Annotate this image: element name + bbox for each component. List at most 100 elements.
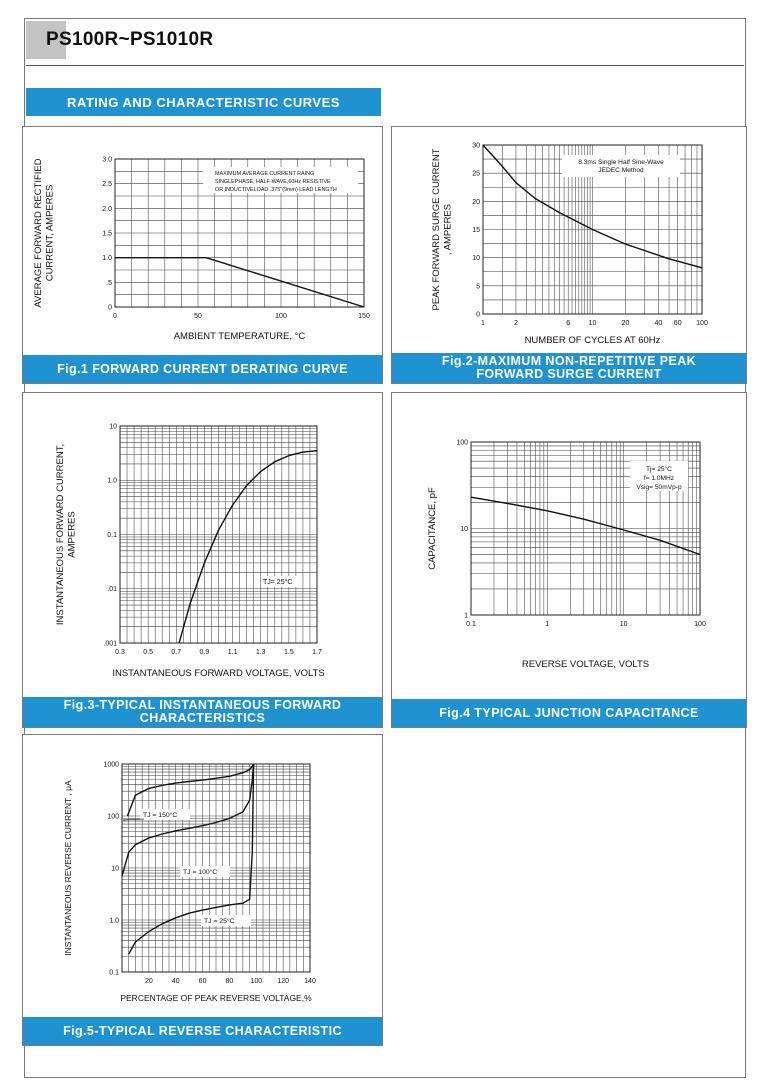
x-tick-label: 20	[622, 320, 630, 327]
series-line-1	[470, 496, 701, 556]
y-tick-label: 2.5	[102, 181, 112, 188]
plot-frame	[119, 425, 318, 644]
fig1-panel: 0 50 100 150 0 .5 1.0 1.5 2.0 2.5 3.0 AMBIENT TEMPE…	[22, 126, 383, 384]
x-tick-label: 60	[199, 978, 207, 985]
fig5-caption: Fig.5-TYPICAL REVERSE CHARACTERISTIC	[23, 1017, 382, 1045]
title-rule	[26, 65, 744, 66]
fig2-chart: 1 2 6 10 20 40 60 100 0 5 10 15 20 25 30 NUMBER OF CYCL…	[431, 142, 708, 346]
x-tick-label: 1.3	[256, 649, 266, 656]
y-tick-label: 0.1	[109, 969, 119, 976]
y-tick-label: 1.5	[102, 230, 112, 237]
x-tick-label: 100	[696, 320, 708, 327]
y-tick-label: 0	[476, 311, 480, 318]
y-tick-label: 100	[107, 813, 119, 820]
x-axis-label: PERCENTAGE OF PEAK REVERSE VOLTAGE,%	[120, 993, 312, 1003]
annotation-bg	[630, 461, 688, 491]
fig4-panel: 0.1 1 10 100 1 10 100 REVERSE VOLTAGE, VOLTS CAP…	[391, 392, 747, 728]
annotation-text: OR INDUCTIVELOAD .375"(9mm) LEAD LENGTH	[215, 187, 337, 193]
x-tick-label: 0	[113, 313, 117, 320]
series-line-1	[178, 450, 318, 644]
section-banner: RATING AND CHARACTERISTIC CURVES	[26, 88, 381, 116]
y-tick-label: 10	[460, 526, 468, 533]
x-tick-label: 1.7	[312, 649, 322, 656]
plot-frame	[482, 144, 703, 315]
y-axis-label: AVERAGE FORWARD RECTIFIED	[33, 158, 44, 307]
fig5-chart: 20 40 60 80 100 120 140 0.1 1.0 10 100 1000 PERCENTA…	[63, 761, 316, 1003]
x-tick-label: 1	[545, 621, 549, 628]
annotation-text: SINGLEPHASE, HALF-WAVE,60Hz RESISTIVE	[215, 179, 331, 185]
annotation-text: Tj= 25°C	[646, 465, 672, 473]
series-line-3	[128, 763, 255, 955]
y-tick-label: 30	[472, 142, 480, 149]
y-tick-label: .01	[107, 586, 117, 593]
series-label-bg	[140, 809, 190, 820]
annotation-bg	[562, 155, 680, 177]
annotation-text: Vsig= 50mVp-p	[636, 484, 682, 491]
y-tick-label: 10	[472, 255, 480, 262]
fig3-chart: 0.3 0.5 0.7 0.9 1.1 1.3 1.5 1.7 .001 .01 0.1 1.0 10 I…	[55, 423, 325, 679]
x-tick-label: 0.1	[466, 621, 476, 628]
x-tick-label: 1.1	[228, 649, 238, 656]
x-tick-label: 80	[226, 978, 234, 985]
annotation-bg	[203, 167, 358, 193]
fig5-panel: 20 40 60 80 100 120 140 0.1 1.0 10 100 1000 PERCENTA…	[22, 734, 383, 1046]
y-axis-label: INSTANTANEOUS FORWARD CURRENT,	[55, 444, 66, 625]
y-axis-label: CAPACITANCE, pF	[427, 487, 438, 570]
fig2-panel: 1 2 6 10 20 40 60 100 0 5 10 15 20 25 30 NUMBER OF CYCL…	[391, 126, 747, 384]
y-tick-label: 1.0	[102, 255, 112, 262]
y-axis-label: AMPERES	[67, 511, 78, 557]
fig3-panel: 0.3 0.5 0.7 0.9 1.1 1.3 1.5 1.7 .001 .01 0.1 1.0 10 I…	[22, 392, 383, 728]
y-tick-label: 25	[472, 171, 480, 178]
annotation-bg	[261, 576, 301, 587]
y-tick-label: .5	[106, 280, 112, 287]
annotation-text: TJ= 25°C	[263, 578, 292, 586]
annotation-text: JEDEC Method	[598, 167, 644, 174]
y-tick-label: 5	[476, 283, 480, 290]
y-axis-label: PEAK FORWARD SURGE CURRENT	[431, 148, 442, 310]
annotation-text: MAXIMUM AVERAGE CURRENT RAING	[215, 171, 314, 177]
series-label: TJ = 150°C	[143, 811, 177, 819]
page-title: PS100R~PS1010R	[46, 29, 214, 50]
y-tick-label: 3.0	[102, 156, 112, 163]
y-tick-label: 0.1	[107, 532, 117, 539]
x-tick-label: 50	[194, 313, 202, 320]
plot-frame	[121, 763, 311, 973]
y-axis-label: CURRENT, AMPERES	[45, 185, 56, 282]
x-tick-label: 6	[566, 320, 570, 327]
x-tick-label: 120	[277, 978, 289, 985]
series-label: TJ = 25°C	[204, 917, 235, 925]
y-tick-label: 20	[472, 199, 480, 206]
plot-frame	[470, 441, 701, 616]
x-tick-label: 20	[145, 978, 153, 985]
series-line-1	[126, 764, 255, 817]
title-block	[26, 21, 66, 59]
series-label-bg	[201, 915, 251, 926]
y-axis-label: INSTANTANEOUS REVERSE CURRENT , μA	[63, 780, 73, 956]
series-label-bg	[180, 866, 230, 877]
series-label-leader	[122, 818, 145, 821]
x-axis-label: REVERSE VOLTAGE, VOLTS	[522, 659, 649, 670]
x-tick-label: 1.5	[284, 649, 294, 656]
fig3-caption: Fig.3-TYPICAL INSTANTANEOUS FORWARD CHARA…	[23, 697, 382, 727]
annotation-text: 8.3ms Single Half Sine-Wave	[578, 159, 664, 166]
y-tick-label: 100	[456, 439, 468, 446]
x-tick-label: 60	[674, 320, 682, 327]
y-tick-label: 15	[472, 227, 480, 234]
x-tick-label: 40	[172, 978, 180, 985]
x-tick-label: 1	[481, 320, 485, 327]
y-axis-label: , AMPERES	[443, 204, 454, 255]
y-tick-label: 1.0	[109, 917, 119, 924]
x-tick-label: 100	[250, 978, 262, 985]
annotation-text: f= 1.0MHz	[644, 475, 674, 482]
x-tick-label: 10	[620, 621, 628, 628]
x-axis-label: NUMBER OF CYCLES AT 60Hz	[525, 335, 661, 346]
fig4-caption: Fig.4 TYPICAL JUNCTION CAPACITANCE	[392, 699, 746, 727]
y-tick-label: .001	[103, 640, 117, 647]
x-tick-label: 150	[358, 313, 370, 320]
y-tick-label: 1	[464, 612, 468, 619]
x-tick-label: 10	[589, 320, 597, 327]
y-tick-label: 1000	[103, 761, 119, 768]
series-line-2	[121, 763, 255, 877]
y-tick-label: 2.0	[102, 206, 112, 213]
y-tick-label: 1.0	[107, 478, 117, 485]
